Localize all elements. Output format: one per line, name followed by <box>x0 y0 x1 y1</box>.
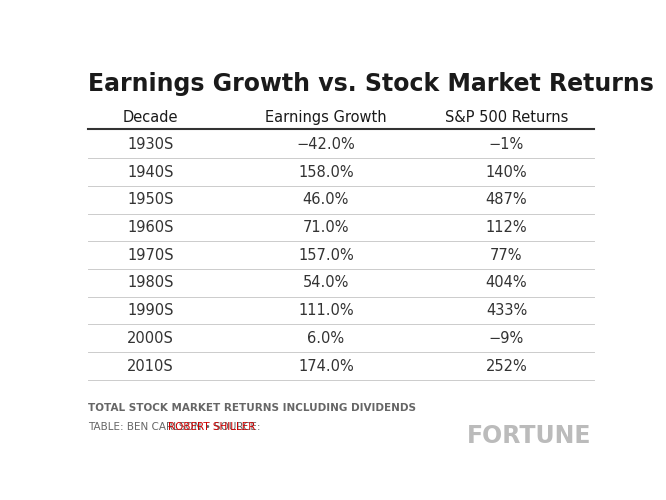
Text: 157.0%: 157.0% <box>298 248 354 262</box>
Text: 1940S: 1940S <box>127 164 174 180</box>
Text: 6.0%: 6.0% <box>307 331 344 346</box>
Text: Decade: Decade <box>123 110 178 126</box>
Text: 1980S: 1980S <box>127 276 174 290</box>
Text: −9%: −9% <box>489 331 524 346</box>
Text: 71.0%: 71.0% <box>302 220 349 235</box>
Text: 433%: 433% <box>486 303 527 318</box>
Text: TOTAL STOCK MARKET RETURNS INCLUDING DIVIDENDS: TOTAL STOCK MARKET RETURNS INCLUDING DIV… <box>89 402 416 412</box>
Text: ROBERT SHILLER: ROBERT SHILLER <box>168 422 255 432</box>
Text: 1970S: 1970S <box>127 248 174 262</box>
Text: 1950S: 1950S <box>127 192 174 208</box>
Text: FORTUNE: FORTUNE <box>467 424 591 448</box>
Text: 1930S: 1930S <box>127 137 174 152</box>
Text: 54.0%: 54.0% <box>302 276 349 290</box>
Text: 112%: 112% <box>486 220 527 235</box>
Text: 174.0%: 174.0% <box>298 358 354 374</box>
Text: −1%: −1% <box>489 137 524 152</box>
Text: 158.0%: 158.0% <box>298 164 354 180</box>
Text: 252%: 252% <box>486 358 527 374</box>
Text: 2010S: 2010S <box>127 358 174 374</box>
Text: 46.0%: 46.0% <box>302 192 349 208</box>
Text: Earnings Growth: Earnings Growth <box>265 110 387 126</box>
Text: 140%: 140% <box>486 164 527 180</box>
Text: 1960S: 1960S <box>127 220 174 235</box>
Text: 487%: 487% <box>486 192 527 208</box>
Text: −42.0%: −42.0% <box>296 137 355 152</box>
Text: Earnings Growth vs. Stock Market Returns: Earnings Growth vs. Stock Market Returns <box>89 72 654 96</box>
Text: S&P 500 Returns: S&P 500 Returns <box>445 110 568 126</box>
Text: 77%: 77% <box>490 248 523 262</box>
Text: 1990S: 1990S <box>127 303 174 318</box>
Text: 111.0%: 111.0% <box>298 303 354 318</box>
Text: 404%: 404% <box>486 276 527 290</box>
Text: 2000S: 2000S <box>127 331 174 346</box>
Text: TABLE: BEN CARLSON • SOURCE:: TABLE: BEN CARLSON • SOURCE: <box>89 422 264 432</box>
